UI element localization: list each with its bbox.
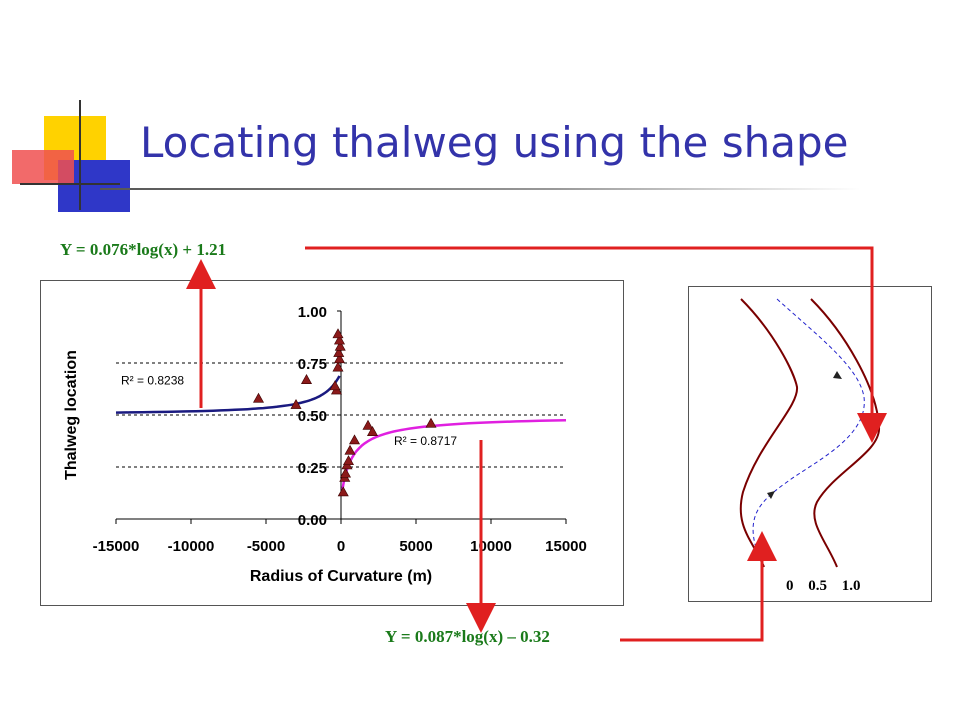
x-tick-label: -15000 xyxy=(93,538,140,555)
x-tick-label: 15000 xyxy=(545,538,587,555)
flow-arrow-upper xyxy=(833,371,842,379)
data-point xyxy=(339,467,352,478)
title-divider xyxy=(100,188,860,190)
r2-label-positive: R² = 0.8717 xyxy=(394,434,457,448)
diagram-label-1-0: 1.0 xyxy=(841,578,861,594)
data-point xyxy=(337,486,349,497)
y-tick-label: 0.75 xyxy=(298,356,327,373)
data-point xyxy=(366,426,379,436)
x-tick-label: -5000 xyxy=(247,538,285,555)
y-tick-label: 0.25 xyxy=(298,460,327,477)
diagram-position-labels: 0 0.5 1.0 xyxy=(786,578,872,595)
diagram-label-0: 0 xyxy=(786,578,794,594)
x-tick-label: 10000 xyxy=(470,538,512,555)
y-axis-label: Thalweg location xyxy=(63,350,80,480)
fit-curve-positive xyxy=(341,418,567,490)
meander-diagram xyxy=(739,298,881,568)
y-tick-label: 0.00 xyxy=(298,512,327,529)
x-axis-label: Radius of Curvature (m) xyxy=(250,568,432,585)
data-point xyxy=(300,374,313,384)
flow-arrow-lower xyxy=(767,491,775,499)
thalweg-line xyxy=(752,298,865,558)
diagram-label-0-5: 0.5 xyxy=(808,578,827,594)
x-tick-label: 5000 xyxy=(399,538,432,555)
chart-frame: 0.00 0.25 0.50 0.75 1.00 -15000 -10000 -5000 0 50… xyxy=(40,280,624,606)
equation-right: Y = 0.087*log(x) – 0.32 xyxy=(385,627,550,646)
data-point xyxy=(348,434,361,445)
r2-label-negative: R² = 0.8238 xyxy=(121,374,184,388)
data-point xyxy=(344,444,356,455)
left-bank xyxy=(739,298,799,568)
y-tick-label: 0.50 xyxy=(298,408,327,425)
equation-left: Y = 0.076*log(x) + 1.21 xyxy=(60,240,227,259)
slide-title: Locating thalweg using the shape xyxy=(140,118,849,167)
meander-diagram-frame xyxy=(688,286,932,602)
data-point xyxy=(290,398,302,409)
data-point xyxy=(425,417,437,428)
x-tick-label: 0 xyxy=(337,538,345,555)
y-tick-label: 1.00 xyxy=(298,304,327,321)
slide-logo xyxy=(12,100,130,212)
x-tick-label: -10000 xyxy=(168,538,215,555)
data-point xyxy=(342,455,355,466)
thalweg-chart: 0.00 0.25 0.50 0.75 1.00 -15000 -10000 -5000 0 50… xyxy=(63,304,587,585)
data-point xyxy=(252,392,265,403)
right-bank xyxy=(810,298,881,568)
